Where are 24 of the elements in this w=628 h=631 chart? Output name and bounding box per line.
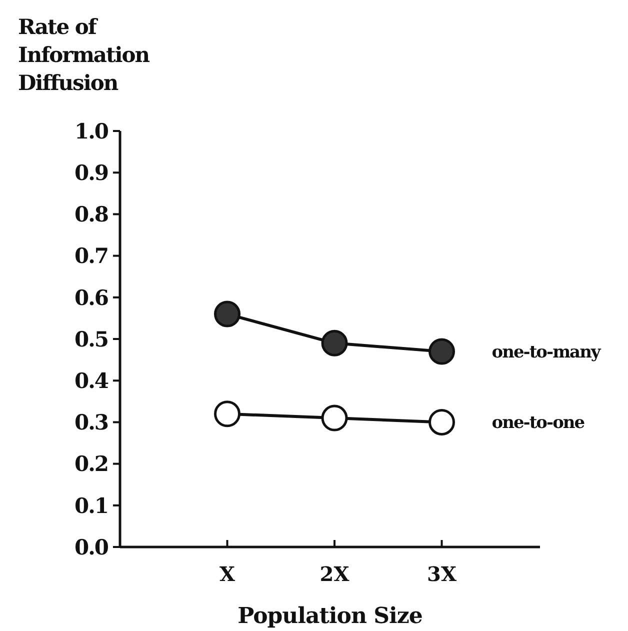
y-tick-label: 0.2 [74,451,108,476]
point [428,408,455,436]
x-axis-title: Population Size [238,603,422,629]
x-tick-label: 2X [320,562,350,586]
point [428,338,455,365]
y-tick-label: 0.6 [74,284,108,310]
point [214,300,240,328]
x-tick-label: X [219,562,236,586]
y-tick-label: 0.1 [74,492,108,518]
x-tick-label: 3X [427,562,457,586]
point [321,330,348,356]
y-tick-label: 0.8 [74,202,108,227]
point [321,404,348,432]
y-tick-label: 0.3 [74,410,108,435]
point [214,400,240,428]
y-tick-label: 0.7 [74,243,108,268]
y-tick-label: 0.4 [74,368,108,393]
y-tick-label: 0.5 [74,326,108,352]
y-axis-title: Rate of Information Diffusion [18,14,150,95]
y-tick-label: 0.0 [74,534,108,560]
y-tick-label: 1.0 [74,118,108,144]
y-tick-label: 0.9 [74,160,108,185]
text: one-to-many [492,342,602,362]
text: one-to-one [492,413,586,434]
